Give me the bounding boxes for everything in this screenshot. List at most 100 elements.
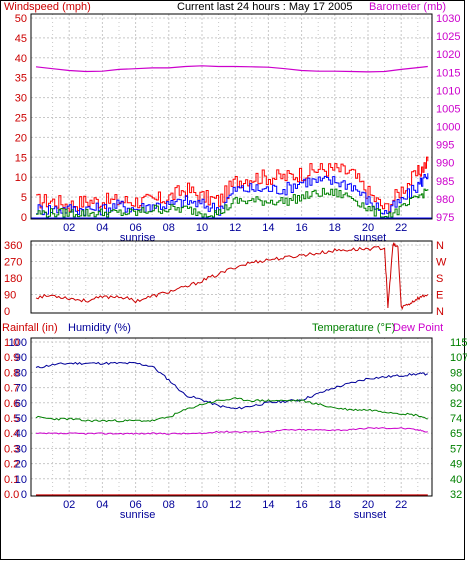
barometer-axis-label: Barometer (mb) — [369, 1, 446, 13]
dewpoint-line — [35, 427, 428, 435]
humidity-ytick-label: 20 — [15, 459, 27, 471]
panel1-frame — [30, 13, 433, 220]
direction-ytick-label: 270 — [4, 257, 22, 269]
temperature-ytick-label: 82 — [450, 398, 462, 410]
temperature-ytick-label: 74 — [450, 413, 462, 425]
barometer-ytick-label: 1015 — [436, 67, 460, 79]
panel3-xtick-label: 10 — [196, 499, 208, 511]
temperature-ytick-label: 115 — [450, 337, 467, 349]
rain-ytick-label: 0.6 — [4, 398, 19, 410]
panel1-series — [31, 65, 432, 219]
barometer-ytick-label: 1010 — [436, 85, 460, 97]
rain-ytick-label: 0.5 — [4, 413, 19, 425]
panel3-frame — [30, 337, 433, 497]
barometer-ytick-label: 990 — [436, 158, 454, 170]
panel3-grid — [31, 338, 432, 496]
wind-ytick-label: 30 — [15, 93, 27, 105]
panel3-xtick-label: 08 — [163, 499, 175, 511]
direction-ytick-label: 90 — [4, 290, 16, 302]
rain-ytick-label: 0.3 — [4, 443, 19, 455]
direction-compass-label: W — [436, 257, 447, 269]
wind-direction-line — [35, 242, 429, 310]
direction-compass-label: N — [436, 240, 444, 252]
rain-ytick-label: 0.8 — [4, 367, 19, 379]
direction-compass-label: N — [436, 306, 444, 318]
barometer-ytick-label: 1000 — [436, 122, 460, 134]
rain-ytick-label: 0.2 — [4, 459, 19, 471]
panel1-ticks: 0510152025303540455097598098599099510001… — [15, 13, 461, 244]
direction-ytick-label: 360 — [4, 240, 22, 252]
temperature-ytick-label: 90 — [450, 383, 462, 395]
temperature-line — [35, 397, 428, 423]
panel2-series — [35, 242, 429, 310]
panel3-xannotation-sunset: sunset — [354, 509, 386, 521]
barometer-ytick-label: 1005 — [436, 103, 460, 115]
panel3-series — [35, 361, 428, 496]
panel3-xtick-label: 22 — [395, 499, 407, 511]
humidity-ytick-label: 10 — [15, 474, 27, 486]
temperature-ytick-label: 107 — [450, 352, 467, 364]
rainfall-axis-label: Rainfall (in) — [2, 322, 58, 334]
rain-ytick-label: 0.0 — [4, 489, 19, 501]
temperature-ytick-label: 98 — [450, 367, 462, 379]
panel3-xtick-label: 02 — [63, 499, 75, 511]
humidity-ytick-label: 80 — [15, 367, 27, 379]
panel3-xtick-label: 14 — [262, 499, 274, 511]
barometer-ytick-label: 995 — [436, 140, 454, 152]
humidity-ytick-label: 100 — [9, 337, 27, 349]
rain-ytick-label: 0.9 — [4, 352, 19, 364]
panel3-ticks: 0.0 0.1 0.2 0.3 0.4 0.5 0.6 0.7 0.8 0.9 1.0 0 10 20 30… — [4, 337, 467, 521]
panel2-frame — [30, 240, 433, 314]
barometer-ytick-label: 985 — [436, 176, 454, 188]
panel3-xtick-label: 20 — [362, 499, 374, 511]
humidity-ytick-label: 30 — [15, 443, 27, 455]
wind-ytick-label: 10 — [15, 172, 27, 184]
panel1-xtick-label: 16 — [295, 222, 307, 234]
temperature-ytick-label: 49 — [450, 459, 462, 471]
rain-ytick-label: 0.1 — [4, 474, 19, 486]
panel1-grid — [31, 14, 432, 219]
wind-ytick-label: 5 — [21, 192, 27, 204]
wind-ytick-label: 0 — [21, 212, 27, 224]
barometer-ytick-label: 980 — [436, 194, 454, 206]
wind-ytick-label: 20 — [15, 132, 27, 144]
barometer-ytick-label: 975 — [436, 212, 454, 224]
temperature-ytick-label: 65 — [450, 428, 462, 440]
wind-low-line — [36, 187, 429, 218]
chart-title: Current last 24 hours : May 17 2005 — [177, 1, 352, 13]
humidity-axis-label: Humidity (%) — [68, 322, 131, 334]
direction-compass-label: S — [436, 273, 443, 285]
panel1-xtick-label: 08 — [163, 222, 175, 234]
wind-high-line — [36, 156, 429, 213]
rain-ytick-label: 0.7 — [4, 383, 19, 395]
humidity-ytick-label: 70 — [15, 383, 27, 395]
humidity-ytick-label: 50 — [15, 413, 27, 425]
panel1-xtick-label: 06 — [129, 222, 141, 234]
wind-ytick-label: 25 — [15, 113, 27, 125]
humidity-line — [35, 361, 428, 410]
panel1-xtick-label: 22 — [395, 222, 407, 234]
panel1-xannotation-sunrise: sunrise — [120, 232, 155, 244]
panel1-xtick-label: 10 — [196, 222, 208, 234]
barometer-ytick-label: 1025 — [436, 31, 460, 43]
panel1-xtick-label: 02 — [63, 222, 75, 234]
humidity-ytick-label: 60 — [15, 398, 27, 410]
humidity-ytick-label: 0 — [21, 489, 27, 501]
rain-ytick-label: 1.0 — [4, 337, 19, 349]
panel1-xtick-label: 20 — [362, 222, 374, 234]
dewpoint-axis-label: Dew Point — [393, 322, 443, 334]
humidity-ytick-label: 40 — [15, 428, 27, 440]
temperature-ytick-label: 32 — [450, 489, 462, 501]
panel1-xannotation-sunset: sunset — [354, 232, 386, 244]
direction-ytick-label: 180 — [4, 273, 22, 285]
panel3-xtick-label: 06 — [129, 499, 141, 511]
barometer-line — [35, 65, 428, 73]
panel3-xtick-label: 16 — [295, 499, 307, 511]
panel1-xtick-label: 12 — [229, 222, 241, 234]
temperature-ytick-label: 40 — [450, 474, 462, 486]
wind-ytick-label: 40 — [15, 53, 27, 65]
wind-axis-label: Windspeed (mph) — [4, 1, 91, 13]
